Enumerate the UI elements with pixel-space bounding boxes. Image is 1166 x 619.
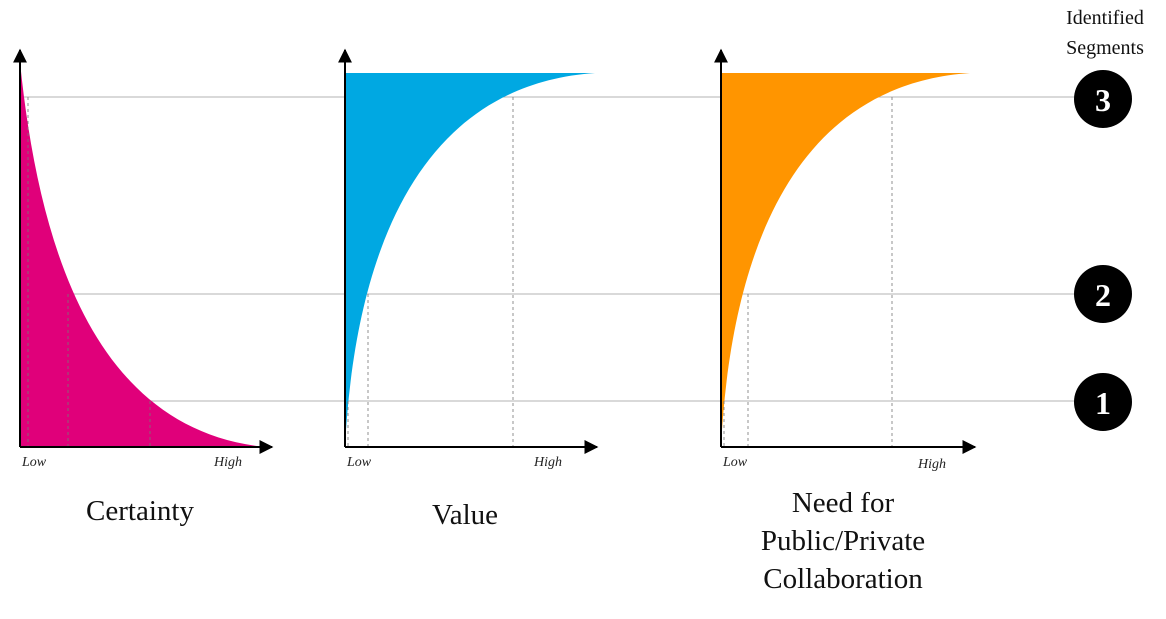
value-low-label: Low — [346, 455, 372, 470]
collaboration-title-line-2: Public/Private — [761, 525, 925, 557]
collaboration-dashed-lines — [723, 97, 893, 447]
value-title: Value — [432, 499, 498, 531]
value-dashed-lines — [347, 97, 514, 447]
segment-2-label: 2 — [1095, 277, 1111, 313]
certainty-dashed-lines — [27, 97, 151, 447]
collaboration-area — [721, 73, 970, 447]
segments-header-line-1: Identified — [1066, 7, 1144, 29]
segments-header: Identified Segments — [1066, 7, 1144, 59]
value-area — [345, 73, 595, 447]
collaboration-title-line-3: Collaboration — [763, 563, 923, 595]
segment-1-circle — [1074, 373, 1132, 431]
panel-certainty: Low High Certainty — [13, 48, 274, 527]
certainty-title: Certainty — [86, 495, 194, 527]
segment-2-circle — [1074, 265, 1132, 323]
segment-marker-2: 2 — [1074, 265, 1132, 323]
segment-marker-1: 1 — [1074, 373, 1132, 431]
panel-value: Low High Value — [338, 48, 599, 531]
collaboration-title-line-1: Need for — [792, 487, 895, 519]
segment-3-label: 3 — [1095, 82, 1111, 118]
certainty-area — [20, 62, 265, 447]
segment-3-circle — [1074, 70, 1132, 128]
value-high-label: High — [533, 455, 562, 470]
collaboration-low-label: Low — [722, 455, 748, 470]
certainty-high-label: High — [213, 455, 242, 470]
segment-guide-lines — [20, 96, 1075, 402]
collaboration-high-label: High — [917, 457, 946, 472]
certainty-low-label: Low — [21, 455, 47, 470]
segment-1-label: 1 — [1095, 385, 1111, 421]
segments-header-line-2: Segments — [1066, 37, 1144, 59]
panel-collaboration: Low High Need for Public/Private Collabo… — [714, 48, 977, 595]
segment-marker-3: 3 — [1074, 70, 1132, 128]
